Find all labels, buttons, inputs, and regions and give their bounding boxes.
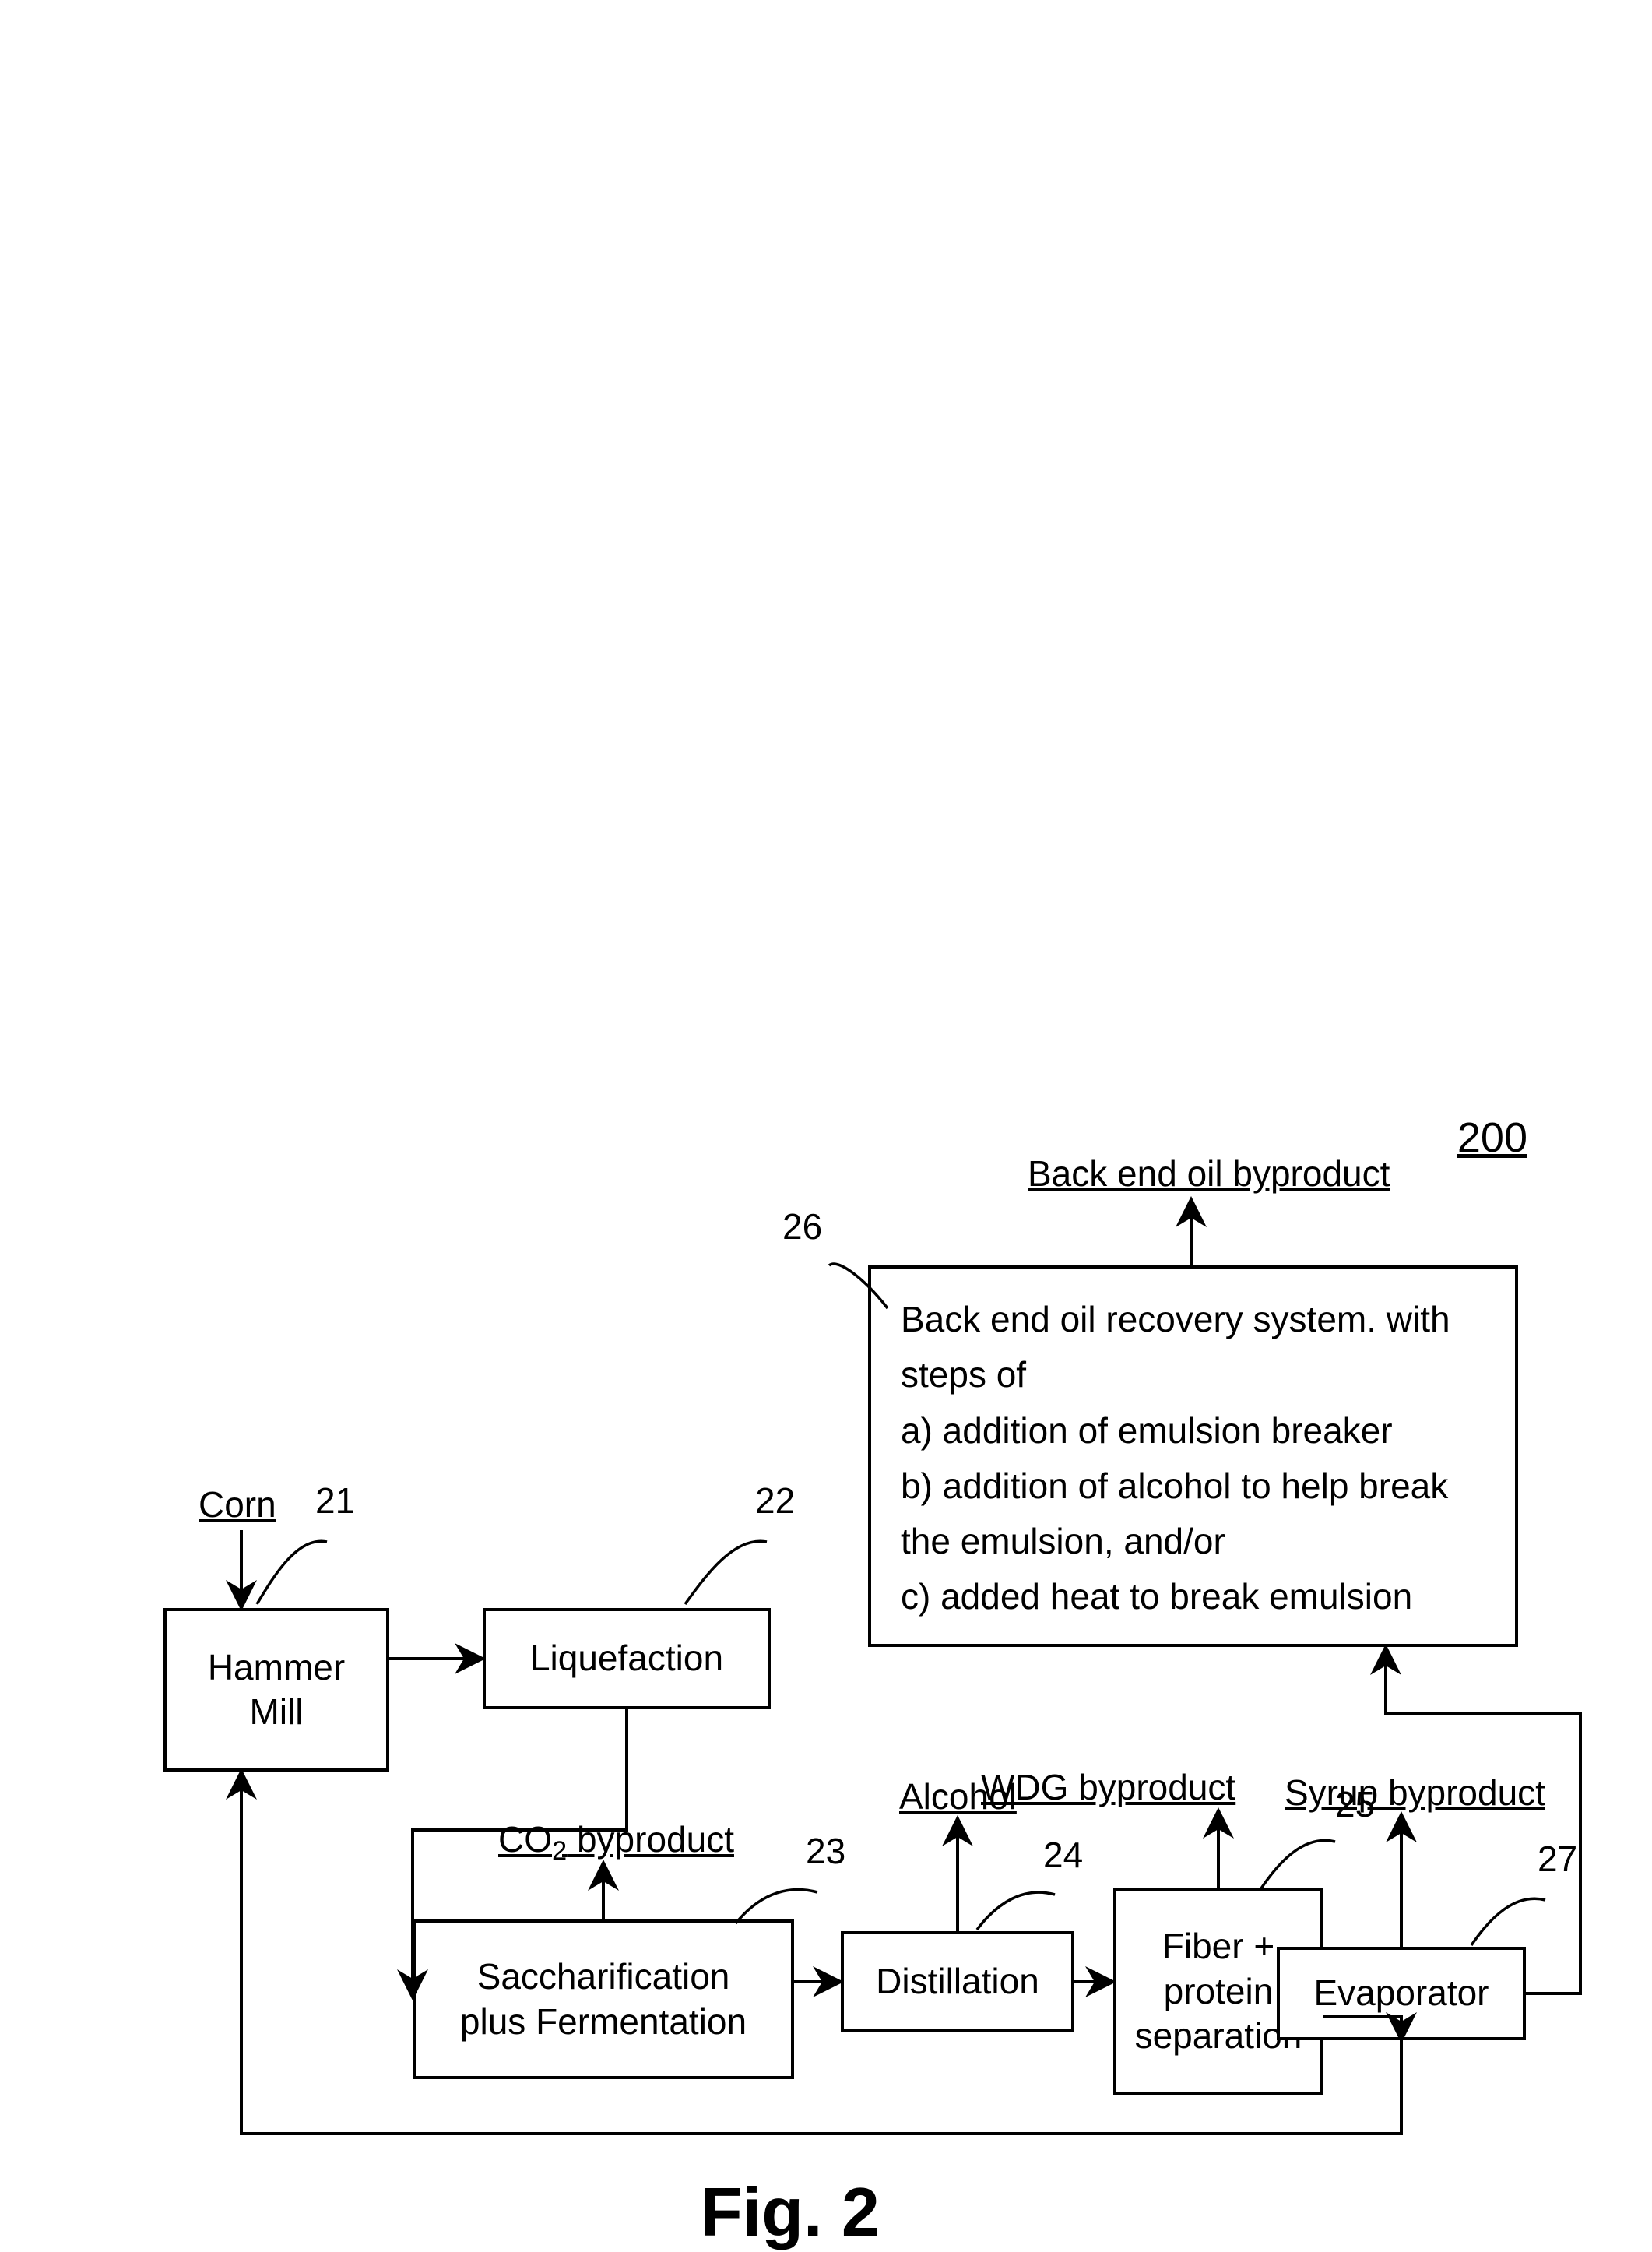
output-backend-oil-label: Back end oil byproduct bbox=[1028, 1152, 1390, 1195]
box-hammer-mill-label: Hammer Mill bbox=[208, 1645, 345, 1735]
arrows-overlay bbox=[0, 0, 1652, 2250]
callout-25: 25 bbox=[1335, 1783, 1375, 1825]
callout-21: 21 bbox=[315, 1480, 355, 1522]
box-evaporator: Evaporator bbox=[1277, 1947, 1526, 2040]
box-distillation-label: Distillation bbox=[876, 1959, 1039, 2004]
input-corn-label: Corn bbox=[199, 1483, 276, 1525]
box-backend-recovery: Back end oil recovery system. with steps… bbox=[868, 1265, 1518, 1647]
figure-ref: 200 bbox=[1457, 1114, 1527, 1162]
flow-arrow bbox=[1386, 1647, 1580, 1993]
output-syrup-label: Syrup byproduct bbox=[1285, 1772, 1545, 1814]
callout-23: 23 bbox=[806, 1830, 845, 1872]
callout-curve bbox=[685, 1541, 767, 1604]
callout-curve bbox=[977, 1892, 1055, 1930]
callout-curve bbox=[736, 1890, 817, 1923]
box-sacch-ferm-label: Saccharification plus Fermentation bbox=[460, 1955, 747, 2044]
box-sacch-ferm: Saccharification plus Fermentation bbox=[413, 1919, 794, 2079]
callout-curve bbox=[1261, 1840, 1335, 1888]
callout-26: 26 bbox=[782, 1205, 822, 1247]
box-liquefaction-label: Liquefaction bbox=[530, 1636, 723, 1681]
box-liquefaction: Liquefaction bbox=[483, 1608, 771, 1709]
output-co2-label: CO2 byproduct bbox=[498, 1818, 734, 1867]
output-wdg-label: WDG byproduct bbox=[981, 1766, 1235, 1808]
callout-22: 22 bbox=[755, 1480, 795, 1522]
box-evaporator-label: Evaporator bbox=[1313, 1971, 1489, 2016]
callout-curve bbox=[1471, 1898, 1545, 1945]
box-backend-text: Back end oil recovery system. with steps… bbox=[901, 1292, 1485, 1625]
figure-caption: Fig. 2 bbox=[701, 2173, 880, 2252]
callout-24: 24 bbox=[1043, 1834, 1083, 1876]
box-hammer-mill: Hammer Mill bbox=[163, 1608, 389, 1772]
callout-27: 27 bbox=[1538, 1838, 1577, 1880]
callout-curve bbox=[257, 1541, 327, 1604]
box-distillation: Distillation bbox=[841, 1931, 1074, 2032]
